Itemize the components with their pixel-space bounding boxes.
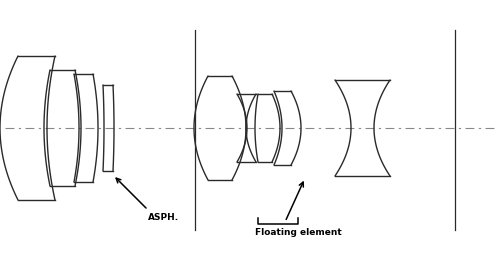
Text: ASPH.: ASPH.	[148, 213, 179, 222]
Text: Floating element: Floating element	[255, 228, 342, 237]
